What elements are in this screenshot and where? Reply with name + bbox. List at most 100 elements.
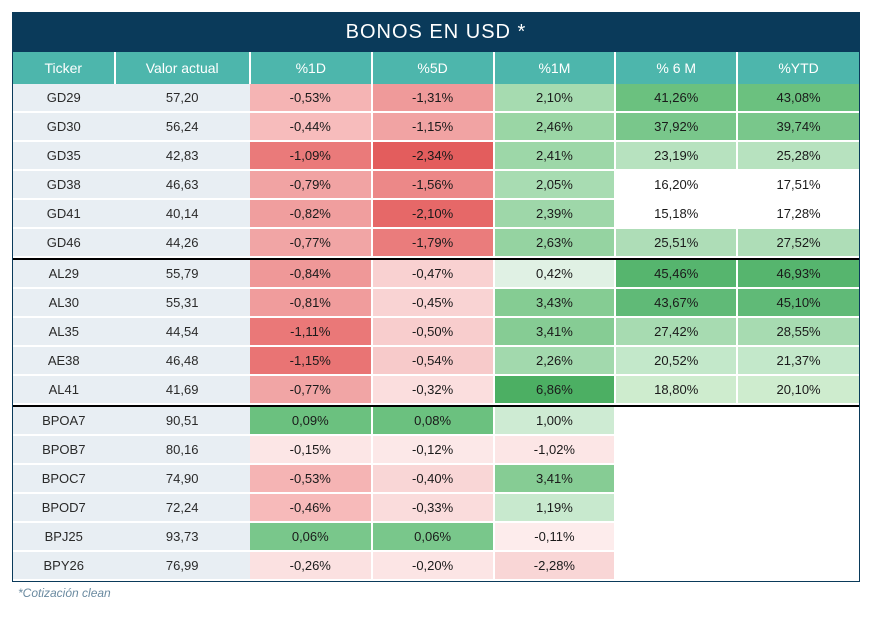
cell-ticker: AE38 (13, 346, 115, 375)
cell-pct: -0,81% (250, 288, 372, 317)
cell-pct: 46,93% (737, 259, 859, 288)
cell-valor: 56,24 (115, 112, 250, 141)
cell-pct: -1,11% (250, 317, 372, 346)
cell-pct (615, 406, 737, 435)
cell-pct: -0,45% (372, 288, 494, 317)
cell-pct: -0,11% (494, 522, 616, 551)
cell-pct: 17,28% (737, 199, 859, 228)
cell-pct: -1,09% (250, 141, 372, 170)
cell-pct: -0,44% (250, 112, 372, 141)
cell-valor: 55,31 (115, 288, 250, 317)
cell-pct (615, 493, 737, 522)
cell-valor: 41,69 (115, 375, 250, 404)
cell-ticker: GD30 (13, 112, 115, 141)
cell-pct: -0,79% (250, 170, 372, 199)
cell-pct: -0,12% (372, 435, 494, 464)
cell-pct: 2,41% (494, 141, 616, 170)
cell-pct: 3,41% (494, 317, 616, 346)
cell-pct: 45,10% (737, 288, 859, 317)
cell-pct: -1,79% (372, 228, 494, 257)
cell-pct: -1,15% (250, 346, 372, 375)
cell-pct: -0,26% (250, 551, 372, 580)
cell-pct: -0,53% (250, 464, 372, 493)
cell-pct: 39,74% (737, 112, 859, 141)
cell-pct: 0,08% (372, 406, 494, 435)
table-row: GD2957,20-0,53%-1,31%2,10%41,26%43,08% (13, 84, 859, 112)
bonds-table-container: BONOS EN USD * TickerValor actual%1D%5D%… (12, 12, 860, 582)
table-row: BPJ2593,730,06%0,06%-0,11% (13, 522, 859, 551)
cell-pct: -0,77% (250, 228, 372, 257)
cell-ticker: BPOD7 (13, 493, 115, 522)
table-row: BPOA790,510,09%0,08%1,00% (13, 406, 859, 435)
cell-pct: -0,77% (250, 375, 372, 404)
cell-pct: -0,15% (250, 435, 372, 464)
col-header: %5D (372, 52, 494, 84)
cell-pct: -0,84% (250, 259, 372, 288)
cell-pct: -2,28% (494, 551, 616, 580)
cell-pct: 28,55% (737, 317, 859, 346)
cell-pct (737, 435, 859, 464)
col-header: Ticker (13, 52, 115, 84)
cell-pct: 20,10% (737, 375, 859, 404)
cell-pct: 18,80% (615, 375, 737, 404)
cell-pct (737, 551, 859, 580)
cell-pct (737, 406, 859, 435)
table-row: AL4141,69-0,77%-0,32%6,86%18,80%20,10% (13, 375, 859, 404)
table-row: BPY2676,99-0,26%-0,20%-2,28% (13, 551, 859, 580)
cell-valor: 42,83 (115, 141, 250, 170)
table-row: AE3846,48-1,15%-0,54%2,26%20,52%21,37% (13, 346, 859, 375)
cell-pct: -0,82% (250, 199, 372, 228)
cell-ticker: GD41 (13, 199, 115, 228)
cell-pct: -2,34% (372, 141, 494, 170)
cell-pct: 27,52% (737, 228, 859, 257)
col-header: % 6 M (615, 52, 737, 84)
cell-pct: 0,06% (372, 522, 494, 551)
cell-pct (737, 493, 859, 522)
cell-pct: 2,10% (494, 84, 616, 112)
table-row: AL3055,31-0,81%-0,45%3,43%43,67%45,10% (13, 288, 859, 317)
table-row: GD3056,24-0,44%-1,15%2,46%37,92%39,74% (13, 112, 859, 141)
cell-valor: 44,54 (115, 317, 250, 346)
cell-pct: -0,20% (372, 551, 494, 580)
cell-ticker: BPOB7 (13, 435, 115, 464)
cell-valor: 74,90 (115, 464, 250, 493)
cell-valor: 46,63 (115, 170, 250, 199)
cell-pct: 17,51% (737, 170, 859, 199)
cell-pct: 0,09% (250, 406, 372, 435)
cell-ticker: AL35 (13, 317, 115, 346)
cell-ticker: BPOC7 (13, 464, 115, 493)
cell-pct: -0,54% (372, 346, 494, 375)
table-header: TickerValor actual%1D%5D%1M% 6 M%YTD (13, 52, 859, 84)
cell-pct: 45,46% (615, 259, 737, 288)
cell-pct: 3,43% (494, 288, 616, 317)
cell-pct: 23,19% (615, 141, 737, 170)
cell-pct: 37,92% (615, 112, 737, 141)
cell-pct: 2,26% (494, 346, 616, 375)
cell-pct: -0,33% (372, 493, 494, 522)
col-header: %1M (494, 52, 616, 84)
cell-pct: -1,02% (494, 435, 616, 464)
cell-pct: 16,20% (615, 170, 737, 199)
cell-valor: 44,26 (115, 228, 250, 257)
cell-pct (737, 522, 859, 551)
cell-valor: 76,99 (115, 551, 250, 580)
cell-ticker: GD29 (13, 84, 115, 112)
cell-pct (615, 435, 737, 464)
cell-valor: 57,20 (115, 84, 250, 112)
cell-pct: 3,41% (494, 464, 616, 493)
table-row: GD4140,14-0,82%-2,10%2,39%15,18%17,28% (13, 199, 859, 228)
cell-pct: -0,40% (372, 464, 494, 493)
col-header: Valor actual (115, 52, 250, 84)
cell-valor: 80,16 (115, 435, 250, 464)
cell-ticker: BPY26 (13, 551, 115, 580)
cell-pct: -0,53% (250, 84, 372, 112)
cell-pct: 1,19% (494, 493, 616, 522)
cell-valor: 40,14 (115, 199, 250, 228)
cell-valor: 46,48 (115, 346, 250, 375)
cell-valor: 72,24 (115, 493, 250, 522)
bonds-table: TickerValor actual%1D%5D%1M% 6 M%YTD GD2… (13, 52, 859, 581)
cell-pct: -0,50% (372, 317, 494, 346)
table-row: AL2955,79-0,84%-0,47%0,42%45,46%46,93% (13, 259, 859, 288)
cell-ticker: BPJ25 (13, 522, 115, 551)
table-body: GD2957,20-0,53%-1,31%2,10%41,26%43,08%GD… (13, 84, 859, 580)
